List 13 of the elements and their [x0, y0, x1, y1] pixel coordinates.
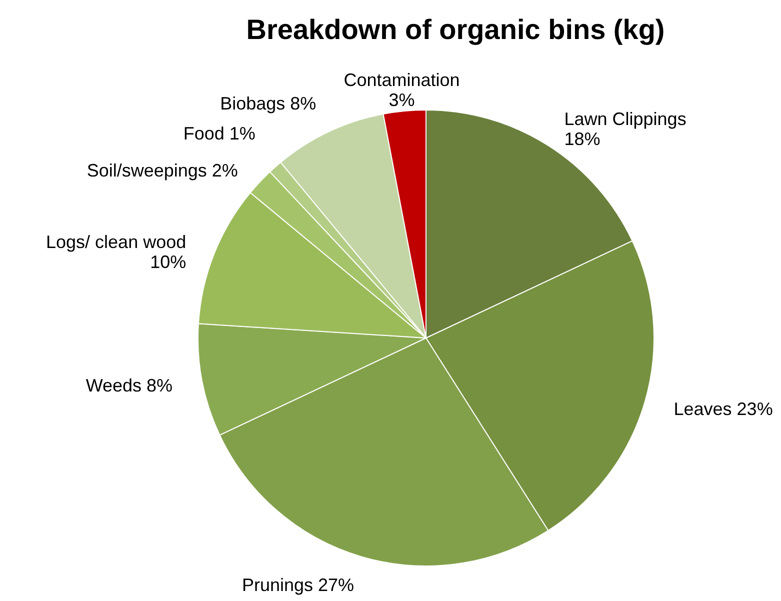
- slice-label: Food 1%: [183, 123, 256, 144]
- data-label: 10%: [150, 252, 186, 272]
- slice-label: Prunings 27%: [242, 574, 354, 595]
- data-label: 3%: [388, 90, 415, 110]
- slice-label: Logs/ clean wood: [46, 232, 186, 252]
- slice-label: Contamination: [344, 70, 460, 90]
- slice-label: Lawn Clippings: [564, 109, 686, 130]
- slice-label: Soil/sweepings 2%: [86, 160, 238, 180]
- slice-label: Biobags 8%: [220, 94, 316, 114]
- slice-label: Weeds 8%: [86, 375, 173, 396]
- data-label: 18%: [564, 129, 600, 150]
- slice-label: Leaves 23%: [674, 398, 773, 419]
- chart-title: Breakdown of organic bins (kg): [246, 14, 665, 45]
